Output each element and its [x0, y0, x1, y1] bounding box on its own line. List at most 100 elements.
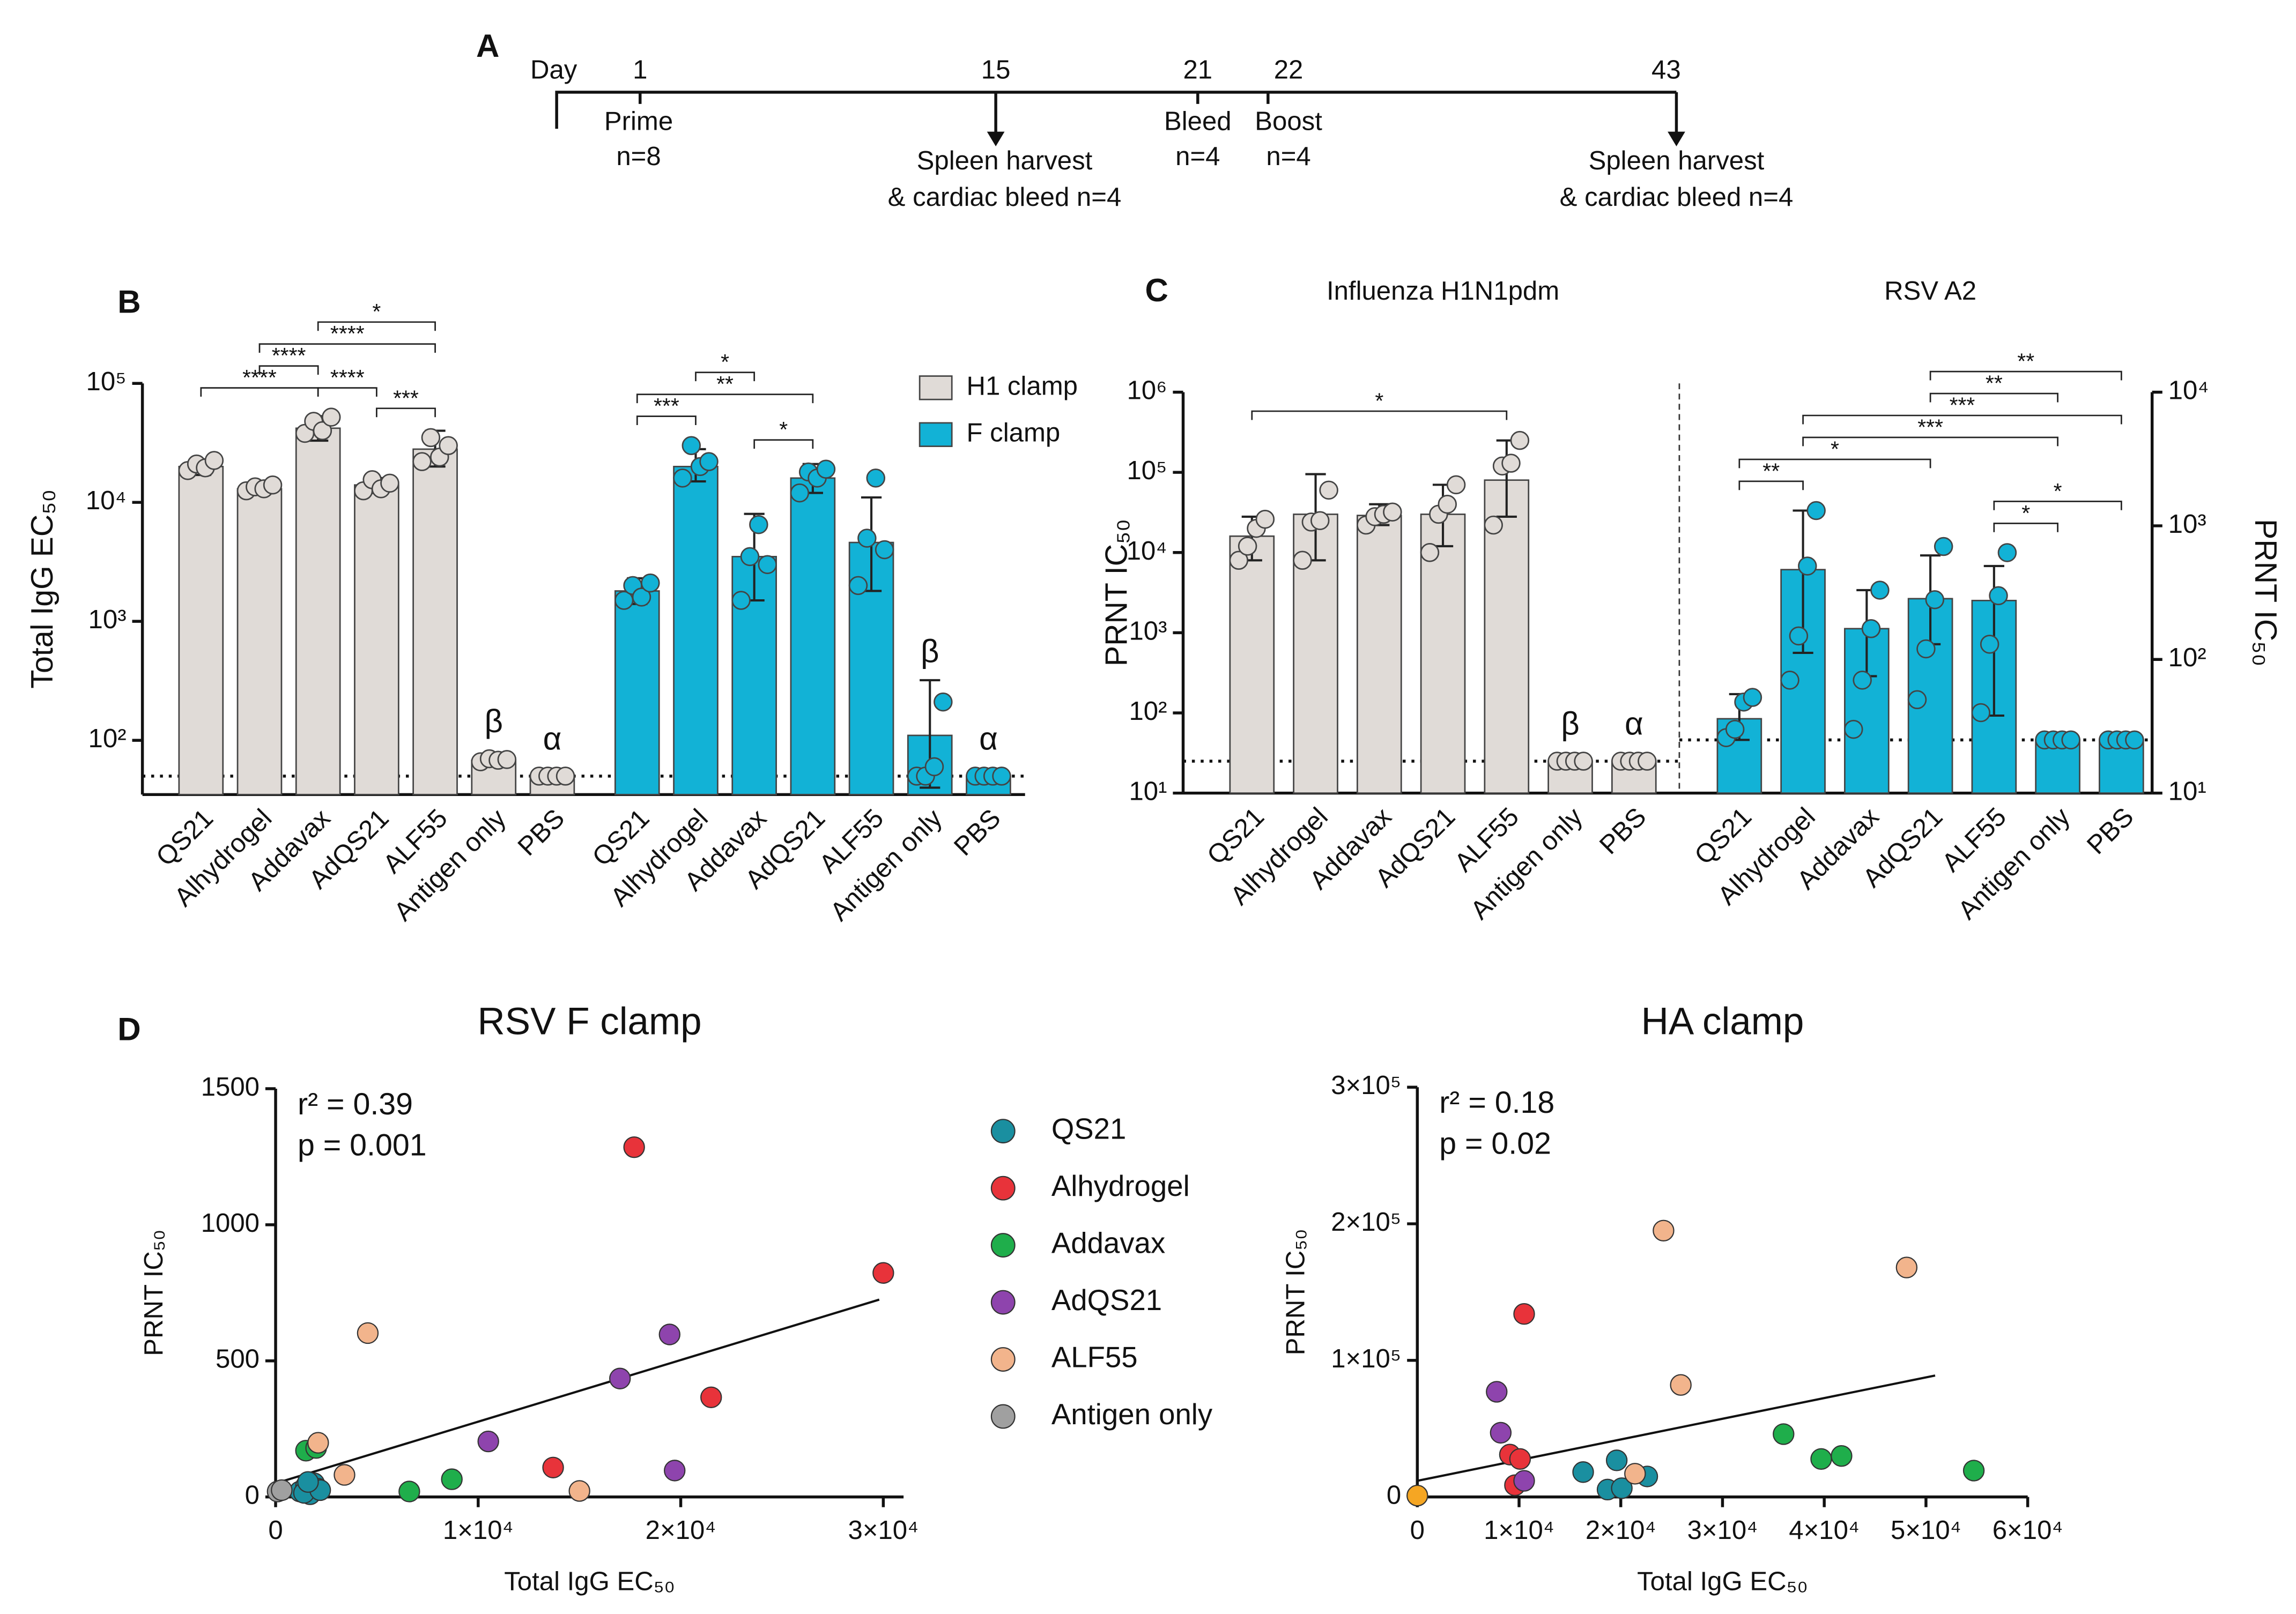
data-point [857, 529, 877, 548]
data-point [263, 475, 283, 495]
y-tick-label: 10¹ [1129, 777, 1167, 806]
event: n=4 [1266, 142, 1310, 171]
data-point [1980, 635, 1999, 654]
significance-label: *** [654, 393, 679, 418]
data-point [740, 547, 760, 567]
data-point [1420, 543, 1440, 562]
bar [236, 488, 283, 795]
timeline: Day 1 15 21 22 43 Prime n=8 Spleen harve… [530, 56, 1793, 212]
day: 22 [1274, 56, 1303, 85]
data-point [542, 1456, 564, 1478]
data-point [1853, 671, 1872, 690]
legend-marker [990, 1176, 1016, 1201]
bar [295, 427, 341, 795]
data-point [1438, 494, 1457, 514]
significance-label: * [779, 417, 788, 442]
y-tick-label: 10⁵ [1127, 456, 1167, 485]
y-tick-label: 10³ [88, 605, 127, 634]
x-tick-label: 3×10⁴ [848, 1516, 919, 1545]
timeline-axis [555, 91, 1677, 129]
data-point [1895, 1256, 1918, 1278]
annotation: α [979, 720, 998, 756]
chart-title: RSV A2 [1884, 277, 1976, 306]
event: Spleen harvest [1589, 146, 1765, 175]
legend-marker [990, 1347, 1016, 1372]
significance-bracket [258, 343, 436, 353]
y-tick-label: 500 [216, 1345, 260, 1374]
data-point [1989, 586, 2008, 606]
significance-label: * [1831, 436, 1839, 461]
legend-label: H1 clamp [967, 371, 1078, 400]
data-point [1293, 551, 1312, 570]
data-point [1383, 502, 1402, 522]
data-point [1743, 688, 1762, 707]
day: 21 [1183, 56, 1212, 85]
significance-bracket [1738, 458, 1931, 468]
significance-bracket [636, 393, 814, 404]
data-point [1844, 719, 1863, 739]
data-point [1861, 619, 1881, 638]
event: & cardiac bleed n=4 [1560, 183, 1794, 212]
significance-label: **** [330, 365, 365, 390]
legend-marker [990, 1290, 1016, 1315]
data-point [1486, 1381, 1508, 1403]
significance-bracket [1929, 392, 2058, 403]
y-tick-label: 10³ [1129, 616, 1167, 645]
legend-swatch [919, 375, 953, 400]
legend-swatch [919, 422, 953, 447]
panel-label: A [476, 28, 499, 64]
axis-title: PRNT IC₅₀ [139, 1230, 168, 1356]
bar [673, 465, 719, 795]
significance-bracket [1929, 370, 2122, 381]
axis-title: Total IgG EC₅₀ [25, 489, 60, 689]
day: 43 [1651, 56, 1681, 85]
significance-label: *** [1917, 414, 1943, 439]
bar [614, 590, 660, 795]
data-point [334, 1464, 355, 1486]
data-point [1653, 1219, 1675, 1241]
legend-marker [990, 1404, 1016, 1429]
data-point [758, 555, 777, 574]
legend-label: AdQS21 [1051, 1284, 1162, 1317]
data-point [1798, 556, 1817, 576]
legend-label: Antigen only [1051, 1398, 1213, 1431]
legend-label: Alhydrogel [1051, 1170, 1190, 1202]
event: n=8 [616, 142, 661, 171]
significance-label: * [1375, 388, 1383, 413]
y-tick-label: 10⁴ [1127, 537, 1167, 566]
data-point [1605, 1449, 1628, 1471]
y-tick-label: 10⁴ [86, 486, 127, 515]
timeline-tick [639, 92, 1270, 104]
significance-bracket [317, 387, 377, 397]
data-point [322, 407, 341, 427]
data-point [441, 1468, 463, 1490]
data-point [790, 483, 810, 503]
data-point [421, 428, 441, 448]
data-point [477, 1430, 499, 1453]
data-point [1831, 1445, 1853, 1467]
data-point [664, 1460, 686, 1482]
data-point [1638, 752, 1657, 771]
significance-label: *** [393, 385, 419, 410]
annotation: β [921, 634, 939, 670]
significance-label: ** [1762, 458, 1780, 483]
data-point [313, 421, 332, 441]
data-point [1962, 1460, 1985, 1482]
event: Spleen harvest [917, 146, 1093, 175]
x-tick-label: 0 [1410, 1516, 1425, 1545]
data-point [1907, 690, 1927, 710]
data-point [1255, 509, 1275, 529]
y-tick-label: 3×10⁵ [1331, 1071, 1401, 1100]
panel-label: B [117, 284, 140, 320]
axis-title: PRNT IC₅₀ [1100, 519, 1134, 666]
y-tick-label: 10⁶ [1127, 376, 1167, 405]
event: Prime [604, 107, 673, 136]
data-point [1513, 1303, 1535, 1325]
fit-line [275, 1298, 880, 1485]
data-point [1490, 1422, 1512, 1444]
significance-label: **** [330, 321, 365, 346]
data-point [816, 459, 836, 479]
data-point [1446, 475, 1466, 495]
data-point [1572, 1461, 1594, 1483]
